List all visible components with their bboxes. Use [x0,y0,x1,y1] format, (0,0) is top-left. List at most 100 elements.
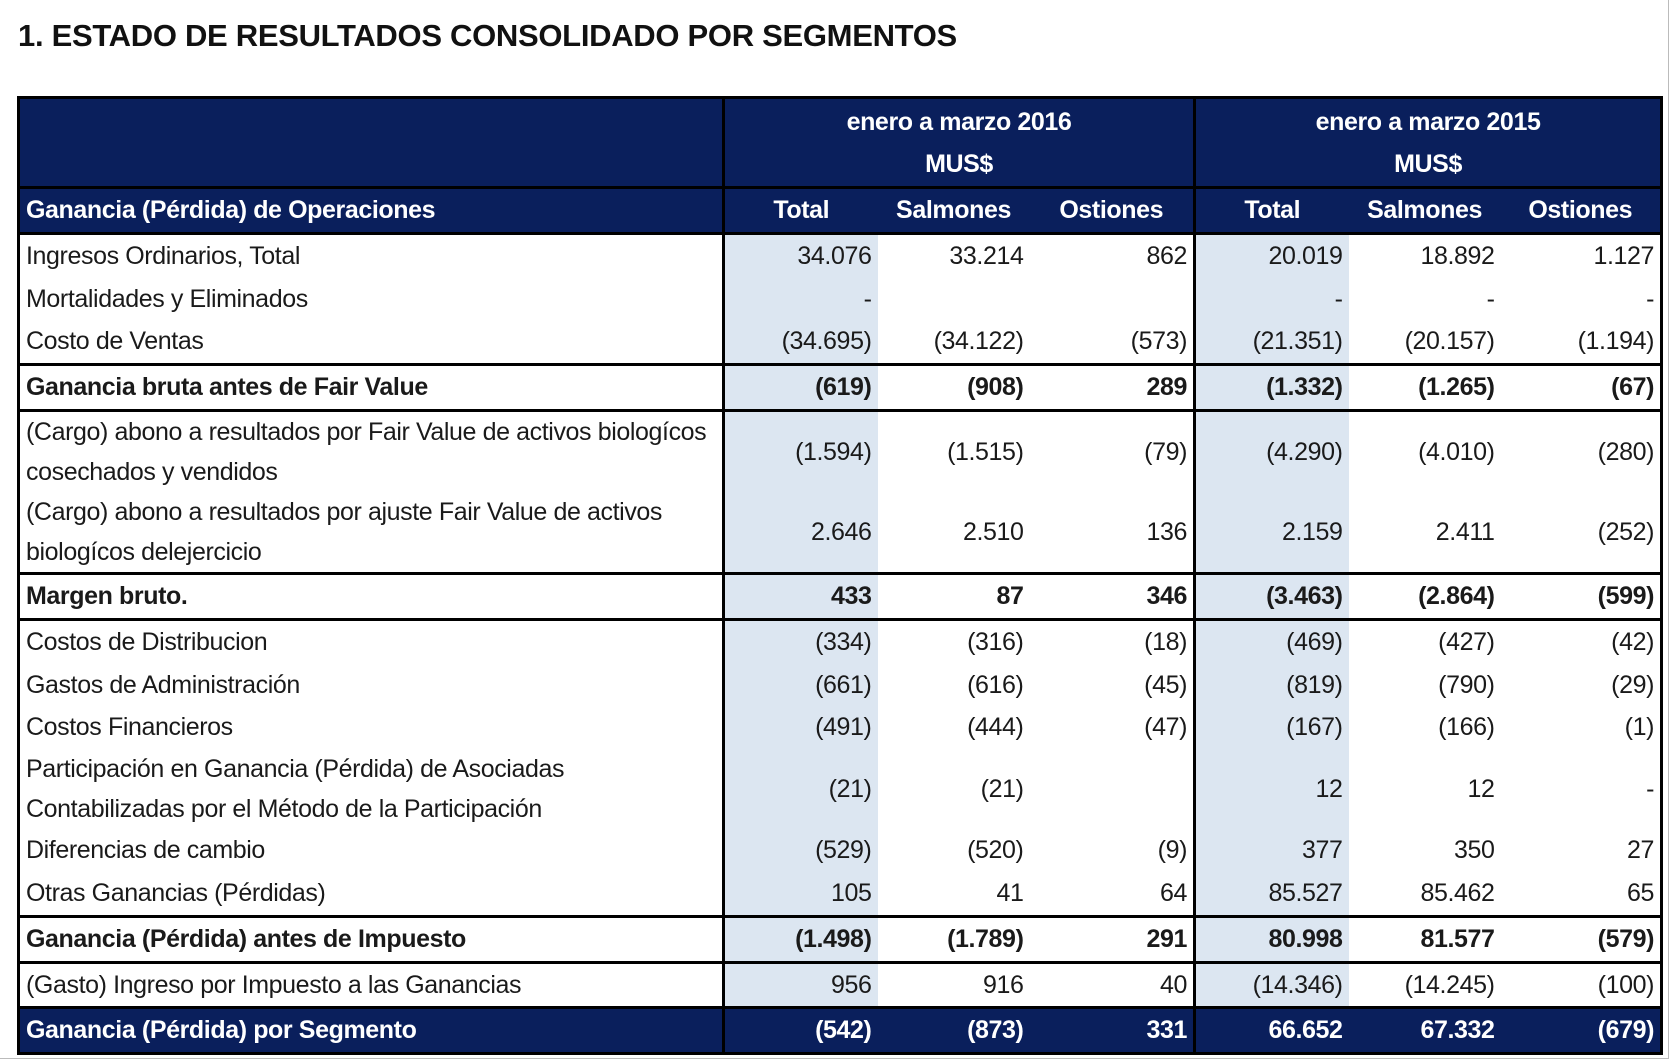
cell-salmones-2015: 12 [1467,775,1495,804]
cell-ostiones-2015: (29) [1611,670,1655,699]
cell-salmones-2015: (166) [1438,713,1495,742]
cell-total-2016: (619) [723,363,878,412]
table-row: (Gasto) Ingreso por Impuesto a las Ganan… [18,962,1662,1008]
cell-total-2016: (1.594) [723,410,878,492]
cell-salmones-2016: (1.789) [877,914,1030,964]
cell-ostiones-2015: - [1646,284,1655,313]
cell-total-2015: 80.998 [1194,914,1349,964]
cell-ostiones-2015: (599) [1500,571,1662,621]
cell-ostiones-2015: (67) [1500,363,1662,412]
cell-salmones-2015: 67.332 [1348,1006,1501,1054]
cell-ostiones-2015: (280) [1597,437,1655,466]
cell-ostiones-2016 [1029,277,1197,321]
cell-total-2016: (661) [723,663,878,707]
cell-salmones-2016 [878,278,1030,321]
period-2015-header: enero a marzo 2015 MUS$ [1194,97,1662,188]
row-label: Gastos de Administración [18,663,725,707]
cell-ostiones-2015: 1.127 [1593,241,1655,270]
table-row: Participación en Ganancia (Pérdida) de A… [18,749,1662,830]
row-label: Mortalidades y Eliminados [18,277,725,321]
cell-total-2016: (542) [723,1006,878,1054]
column-header-ostiones-2015: Ostiones [1500,186,1662,235]
cell-salmones-2016: (21) [980,775,1024,804]
cell-ostiones-2015: 27 [1627,836,1655,865]
cell-total-2015: (1.332) [1194,363,1349,412]
cell-salmones-2016: 33.214 [949,241,1024,270]
cell-salmones-2016: 2.510 [962,517,1024,546]
row-label: Otras Ganancias (Pérdidas) [18,871,725,917]
table-body: Ingresos Ordinarios, Total 34.076 33.214 86… [18,233,1662,1054]
cell-salmones-2015: 18.892 [1420,241,1495,270]
cell-salmones-2016: (520) [967,836,1024,865]
table-row: Costos Financieros (491) (444) (47) (167) (16… [18,706,1662,750]
period-2015-label: enero a marzo 2015 [1315,107,1541,136]
column-header-salmones-2015: Salmones [1348,186,1501,235]
cell-salmones-2015: (790) [1438,670,1495,699]
cell-total-2015: - [1194,277,1349,321]
cell-ostiones-2016: (573) [1029,320,1197,365]
row-label: (Cargo) abono a resultados por ajuste Fa… [18,491,725,574]
cell-ostiones-2016: (45) [1029,663,1197,707]
cell-total-2015: 66.652 [1194,1006,1349,1054]
table-row: Costo de Ventas (34.695) (34.122) (573) (21.… [18,320,1662,365]
cell-salmones-2016: 916 [982,970,1024,999]
cell-salmones-2016: (316) [967,627,1024,656]
cell-ostiones-2016: 291 [1029,914,1197,964]
cell-total-2016: (491) [723,706,878,750]
cell-total-2015: 12 [1194,749,1349,830]
cell-total-2015: (167) [1194,706,1349,750]
table-row: (Cargo) abono a resultados por Fair Valu… [18,410,1662,492]
column-header-salmones-2016: Salmones [877,186,1030,235]
cell-ostiones-2015: (252) [1597,517,1655,546]
cell-salmones-2016: 41 [996,878,1024,907]
row-label: Ganancia bruta antes de Fair Value [18,363,725,412]
cell-total-2016: 2.646 [723,491,878,574]
cell-ostiones-2016: 346 [1029,571,1197,621]
row-label: Diferencias de cambio [18,829,725,872]
cell-ostiones-2016: 64 [1029,871,1197,917]
cell-total-2016: (1.498) [723,914,878,964]
table-row: Ganancia (Pérdida) antes de Impuesto (1.4… [18,914,1662,964]
cell-ostiones-2016: 289 [1029,363,1197,412]
row-label: Participación en Ganancia (Pérdida) de A… [18,749,725,830]
cell-ostiones-2015: (1) [1624,713,1655,742]
header-blank-cell [18,97,725,188]
cell-ostiones-2016: (9) [1029,829,1197,872]
cell-salmones-2015: 81.577 [1348,914,1501,964]
cell-salmones-2016: 87 [877,571,1030,621]
column-header-total-2015: Total [1194,186,1349,235]
cell-total-2015: 2.159 [1194,491,1349,574]
cell-ostiones-2015: (679) [1500,1006,1662,1054]
table-row: Ganancia bruta antes de Fair Value (619) (… [18,363,1662,412]
cell-ostiones-2015: (42) [1611,627,1655,656]
cell-ostiones-2015: 65 [1627,878,1655,907]
row-label: (Gasto) Ingreso por Impuesto a las Ganan… [18,962,725,1008]
table-row: Diferencias de cambio (529) (520) (9) 377 350… [18,829,1662,872]
table-row: Ingresos Ordinarios, Total 34.076 33.214 86… [18,233,1662,278]
cell-salmones-2015: (20.157) [1404,327,1495,356]
cell-ostiones-2016: (79) [1029,410,1197,492]
cell-salmones-2015: 2.411 [1435,517,1495,546]
column-header-label: Ganancia (Pérdida) de Operaciones [18,186,725,235]
table-row: Margen bruto. 433 87 346 (3.463) (2.864) (599) [18,571,1662,621]
period-header-row: enero a marzo 2016 MUS$ enero a marzo 20… [18,97,1662,188]
cell-ostiones-2016: 40 [1029,962,1197,1008]
cell-salmones-2016: (34.122) [933,327,1024,356]
cell-salmones-2015: (427) [1438,627,1495,656]
period-2015-unit: MUS$ [1394,149,1462,178]
cell-ostiones-2015: - [1646,775,1655,804]
cell-total-2016: (34.695) [723,320,878,365]
cell-total-2016: 433 [723,571,878,621]
column-header-row: Ganancia (Pérdida) de Operaciones Total … [18,186,1662,235]
cell-total-2015: (819) [1194,663,1349,707]
cell-salmones-2015: (1.265) [1348,363,1501,412]
cell-ostiones-2016: 862 [1029,233,1197,278]
period-2016-unit: MUS$ [925,149,993,178]
income-statement-table: enero a marzo 2016 MUS$ enero a marzo 20… [17,96,1664,1056]
cell-ostiones-2015: (1.194) [1577,327,1655,356]
cell-salmones-2015: 85.462 [1420,878,1495,907]
table-row: Ganancia (Pérdida) por Segmento (542) (873… [18,1006,1662,1054]
cell-salmones-2016: (1.515) [947,437,1024,466]
row-label: Ganancia (Pérdida) por Segmento [18,1006,725,1054]
